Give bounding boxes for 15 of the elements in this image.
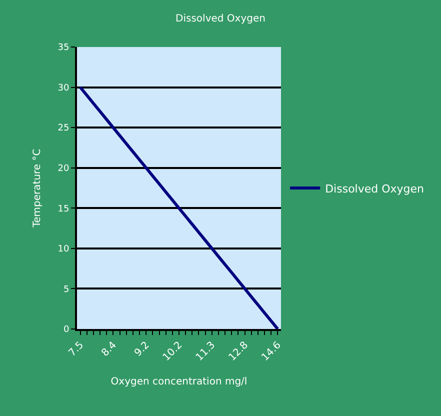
y-tick-label: 15	[58, 204, 70, 214]
chart-title: Dissolved Oxygen	[176, 14, 266, 25]
x-tick-label: 7.5	[66, 340, 86, 359]
y-axis-title: Temperature °C	[32, 148, 44, 228]
y-tick-label: 5	[63, 284, 70, 295]
x-axis-title: Oxygen concentration mg/l	[110, 376, 248, 388]
y-tick-label: 35	[58, 43, 70, 54]
y-tick-label: 0	[63, 325, 70, 336]
y-tick-label: 30	[58, 83, 70, 94]
y-tick-label: 25	[58, 124, 70, 134]
y-tick-label: 20	[58, 164, 70, 174]
x-tick-label: 8.4	[100, 340, 119, 359]
x-tick-label: 9.2	[132, 340, 152, 359]
y-tick-label: 10	[58, 244, 70, 255]
legend-label: Dissolved Oxygen	[325, 182, 424, 196]
